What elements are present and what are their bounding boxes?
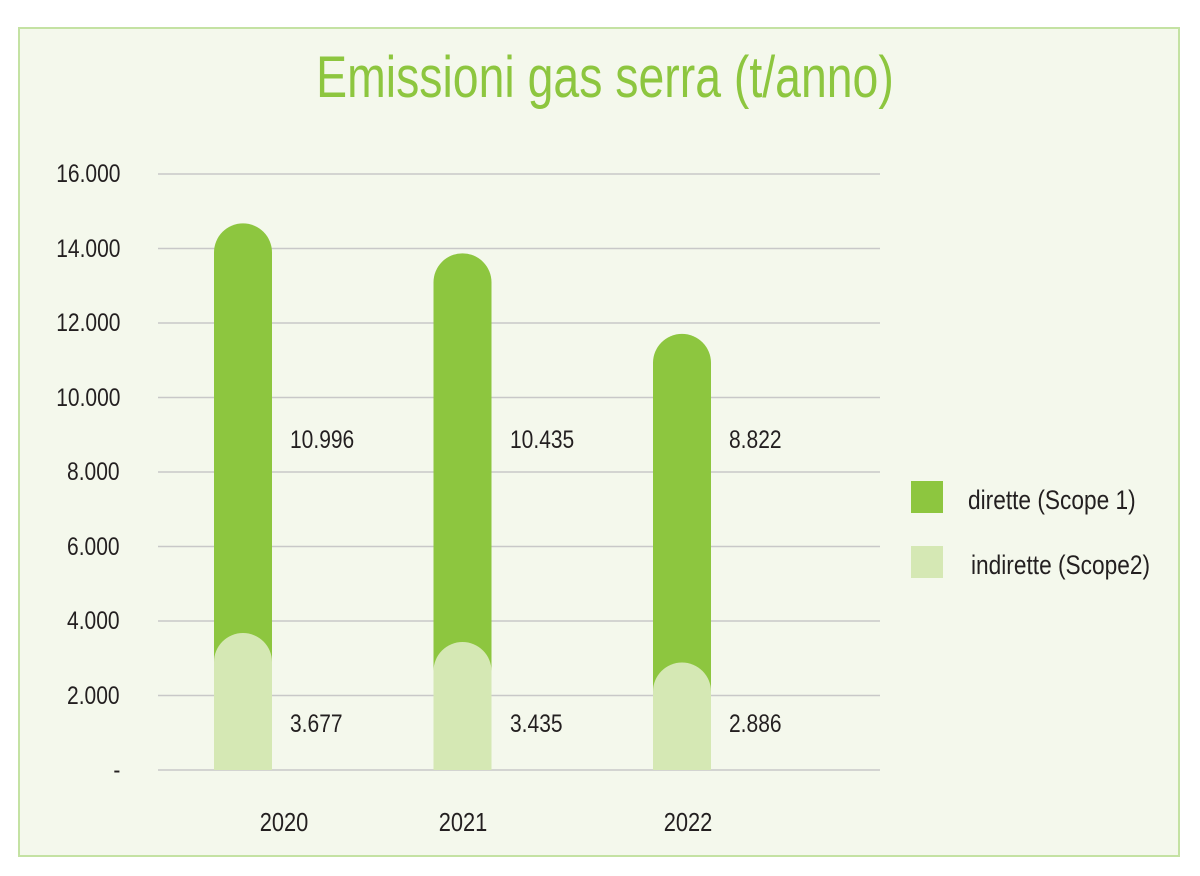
y-tick-label: 12.000 (55, 309, 120, 337)
legend-swatch-dirette (911, 481, 943, 513)
data-label-dirette-2021: 10.435 (509, 426, 574, 454)
bar-dirette-2021 (433, 253, 492, 770)
data-label-dirette-2022: 8.822 (729, 426, 782, 454)
bars (214, 223, 711, 770)
legend: dirette (Scope 1) indirette (Scope2) (911, 481, 1171, 581)
data-label-indirette-2020: 3.677 (290, 710, 343, 738)
x-tick-label: 2020 (259, 807, 309, 837)
legend-label-indirette: indirette (Scope2) (971, 550, 1151, 580)
chart-panel (18, 27, 1180, 857)
bar-indirette-2022 (653, 662, 711, 770)
x-tick-label: 2021 (438, 807, 488, 837)
data-label-indirette-2022: 2.886 (729, 710, 782, 738)
bar-dirette-2022 (653, 333, 711, 770)
y-tick-label: 8.000 (67, 458, 120, 486)
legend-swatch-indirette (911, 546, 943, 578)
bar-dirette-2020 (214, 223, 272, 770)
y-tick-label: 2.000 (67, 681, 120, 710)
gridlines (158, 173, 880, 771)
x-tick-label: 2022 (663, 807, 713, 837)
data-label-dirette-2020: 10.996 (290, 426, 355, 454)
y-tick-label: 4.000 (67, 607, 120, 635)
bar-indirette-2020 (214, 633, 272, 770)
bar-indirette-2021 (433, 642, 492, 770)
y-tick-label: 16.000 (55, 160, 120, 188)
y-tick-label: 10.000 (55, 383, 120, 412)
y-tick-label: 14.000 (55, 234, 120, 263)
data-label-indirette-2021: 3.435 (509, 710, 563, 738)
chart-title: Emissioni gas serra (t/anno) (316, 45, 894, 110)
legend-label-dirette: dirette (Scope 1) (968, 485, 1136, 515)
y-tick-label: 6.000 (67, 532, 120, 561)
y-tick-label: - (113, 756, 120, 784)
